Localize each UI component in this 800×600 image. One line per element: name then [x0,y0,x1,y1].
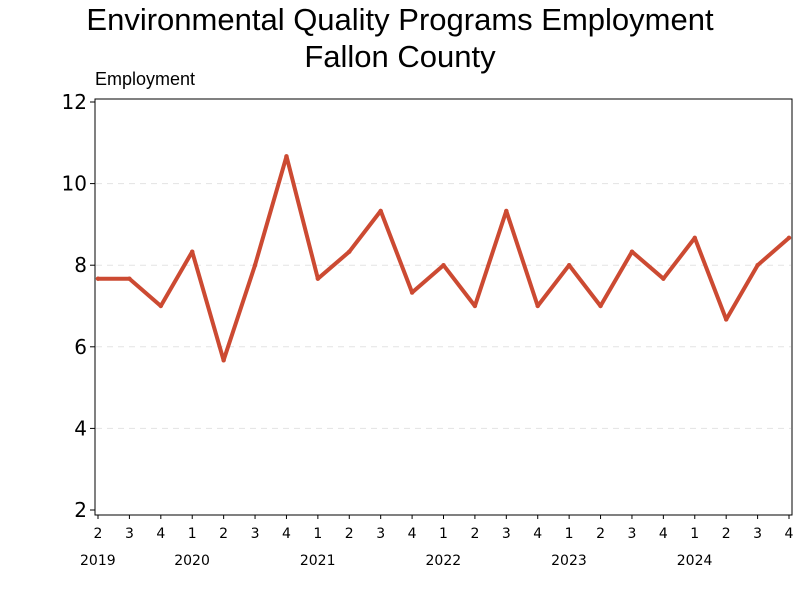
x-tick-label-quarter: 2 [94,526,103,542]
data-point [284,154,289,159]
x-tick-label-quarter: 2 [470,526,479,542]
x-year-label-2021: 2021 [300,553,336,569]
data-point [409,290,415,295]
x-tick-label-quarter: 3 [753,526,762,542]
x-tick-label-quarter: 2 [345,526,354,542]
x-tick-label-quarter: 4 [785,526,794,542]
data-point [190,249,195,254]
data-point [723,317,729,322]
x-tick-label-quarter: 2 [219,526,228,542]
x-tick-label-quarter: 1 [565,526,574,542]
data-point [629,249,635,254]
y-tick-label-8: 8 [74,253,87,277]
data-point [755,263,760,268]
data-point [441,263,446,268]
data-point [598,303,603,309]
data-point [127,276,132,281]
x-tick-label-quarter: 2 [596,526,605,542]
y-tick-label-4: 4 [74,416,87,440]
x-tick-label-quarter: 3 [502,526,511,542]
x-year-label-2023: 2023 [551,553,587,569]
y-tick-label-6: 6 [74,335,87,359]
x-axis-ticks: 2 3 4 1 2 3 4 1 2 3 4 1 2 3 4 1 2 3 4 1 2 3 4 2019 2020 2021 2022 2… [80,515,794,569]
x-tick-label-quarter: 3 [376,526,385,542]
x-tick-label-quarter: 4 [156,526,165,542]
x-tick-label-quarter: 4 [282,526,291,542]
x-tick-label-quarter: 3 [627,526,636,542]
series-line-0 [96,154,791,363]
x-tick-label-quarter: 1 [690,526,699,542]
axes [94,98,793,516]
x-tick-label-quarter: 4 [533,526,542,542]
data-point [692,235,697,241]
data-point [378,208,383,214]
data-point [252,263,258,268]
data-point [95,276,101,281]
x-year-label-2022: 2022 [426,553,462,569]
x-tick-label-quarter: 4 [408,526,417,542]
data-point [221,358,226,363]
x-tick-label-quarter: 1 [188,526,197,542]
y-axis-ticks: 2 4 6 8 10 12 [62,90,95,522]
x-year-label-2019: 2019 [80,553,116,569]
data-point [472,303,478,309]
x-tick-label-quarter: 4 [659,526,668,542]
x-tick-label-quarter: 1 [439,526,448,542]
y-tick-label-2: 2 [74,498,87,522]
x-tick-label-quarter: 1 [313,526,322,542]
gridlines [96,183,791,429]
x-year-label-2020: 2020 [174,553,210,569]
series-layer [95,154,792,363]
chart-title-line-1: Environmental Quality Programs Employmen… [86,2,714,37]
data-point [786,235,792,241]
y-axis-label: Employment [95,69,195,89]
data-point [347,249,352,254]
data-point [535,303,540,309]
x-year-label-2024: 2024 [677,553,713,569]
chart-title-line-2: Fallon County [304,39,496,74]
y-tick-label-12: 12 [62,90,87,114]
data-point [158,303,164,309]
y-tick-label-10: 10 [62,172,87,196]
data-point [661,276,666,281]
data-point [566,263,572,268]
x-tick-label-quarter: 3 [251,526,260,542]
data-point [315,276,321,281]
plot-frame [94,98,793,516]
x-tick-label-quarter: 2 [722,526,731,542]
x-tick-label-quarter: 3 [125,526,134,542]
data-point [504,208,509,214]
